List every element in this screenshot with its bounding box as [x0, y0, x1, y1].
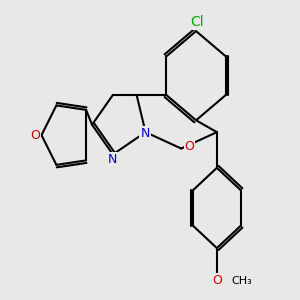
Text: O: O — [184, 140, 194, 153]
Text: N: N — [108, 153, 117, 166]
Text: O: O — [30, 129, 40, 142]
Text: N: N — [140, 127, 150, 140]
Text: O: O — [212, 274, 222, 287]
Text: CH₃: CH₃ — [231, 276, 252, 286]
Text: Cl: Cl — [190, 15, 203, 28]
